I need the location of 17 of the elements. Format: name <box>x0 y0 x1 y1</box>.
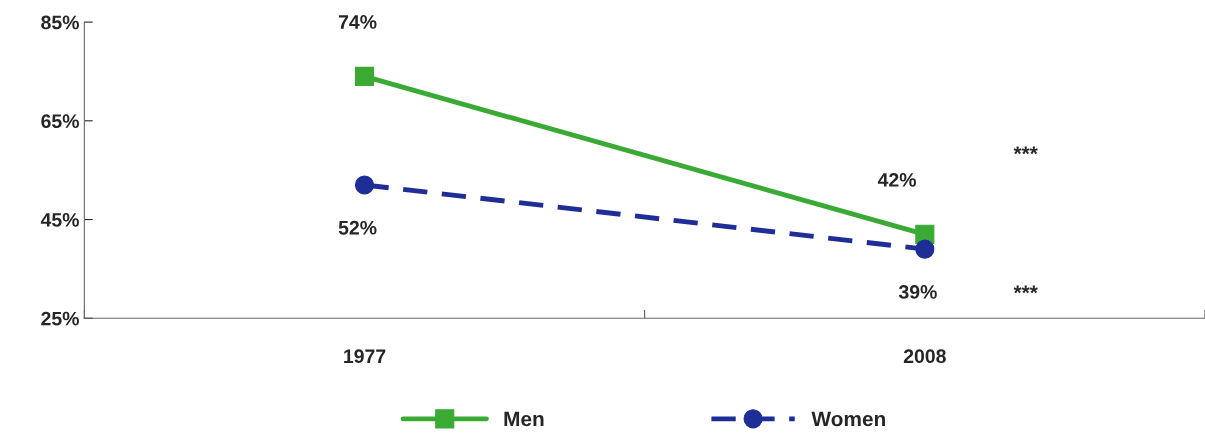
point <box>354 175 375 195</box>
y-tick-label: 85% <box>41 15 79 30</box>
y-tick-label: 25% <box>41 311 79 326</box>
annotation: *** <box>1013 146 1038 155</box>
y-tick-label: 65% <box>41 114 79 129</box>
data-label: 74% <box>338 15 377 29</box>
x-tick-label: 1977 <box>344 349 386 364</box>
data-label: 52% <box>338 220 377 235</box>
legend-label: Women <box>811 411 885 427</box>
data-label: 42% <box>877 173 917 187</box>
point <box>354 66 375 86</box>
y-tick-label: 45% <box>40 213 79 227</box>
x-tick-label: 2008 <box>903 349 946 364</box>
data-label: 39% <box>898 285 937 299</box>
annotation: *** <box>1013 285 1038 294</box>
legend-label: Men <box>504 411 544 427</box>
point <box>915 239 935 259</box>
